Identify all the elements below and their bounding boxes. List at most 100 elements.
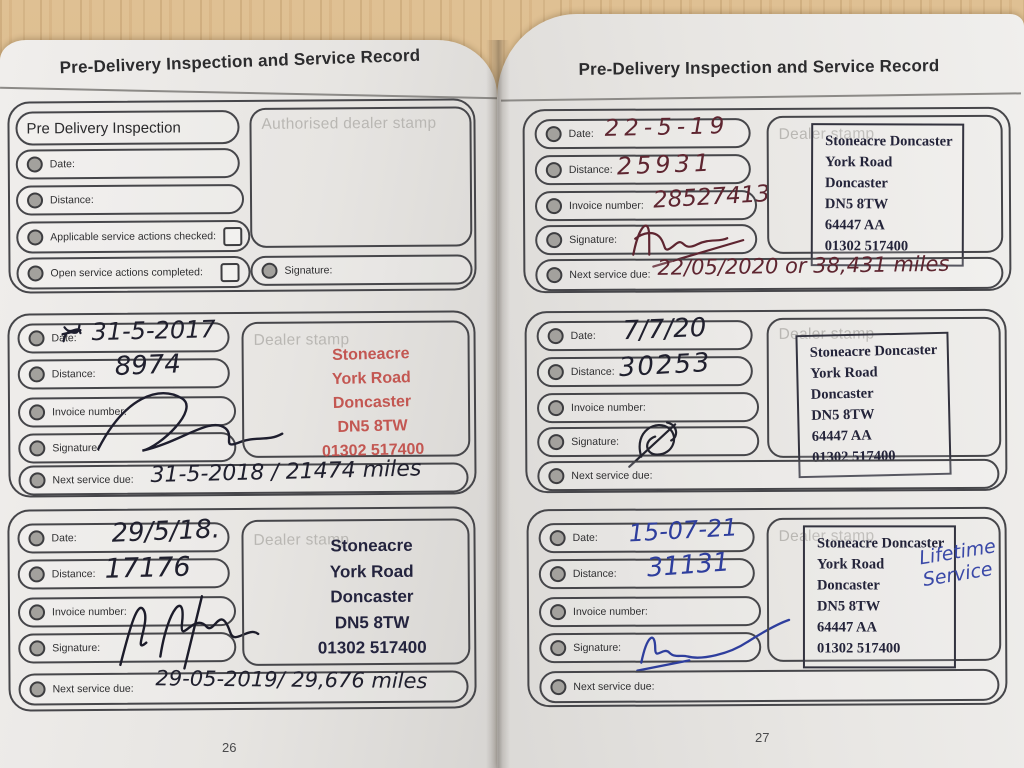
bullet-icon — [547, 364, 564, 381]
bullet-icon — [28, 404, 46, 421]
bullet-icon — [547, 400, 565, 417]
checked-label: Applicable service actions checked: — [50, 230, 217, 244]
service-record-box: Date: 22-5-19 Distance: 25931 Invoice nu… — [522, 106, 1012, 294]
bullet-icon — [548, 468, 565, 485]
next-service-label: Next service due: — [573, 680, 655, 694]
pdi-signature-field: Signature: — [250, 254, 473, 286]
completed-label: Open service actions completed: — [50, 266, 203, 280]
title-rule — [501, 92, 1021, 102]
bullet-icon — [549, 566, 566, 583]
bullet-icon — [27, 229, 44, 246]
dealer-stamp-area: Dealer stamp Stoneacre Doncaster York Ro… — [766, 516, 1002, 669]
next-service-field: Next service due: — [537, 458, 1000, 492]
next-service-label: Next service due: — [571, 469, 653, 483]
dealer-stamp-area: Dealer stamp Stoneacre York Road Doncast… — [241, 320, 471, 460]
page-number: 27 — [755, 730, 770, 745]
distance-value: 30253 — [618, 347, 713, 384]
scribbled-out-mark — [61, 324, 82, 343]
bullet-icon — [261, 262, 278, 279]
completed-checkbox — [220, 262, 240, 282]
signature-scribble — [636, 618, 791, 672]
dealer-stamp-area: Dealer stamp Stoneacre Doncaster York Ro… — [766, 114, 1004, 267]
bullet-icon — [29, 440, 46, 457]
page-title: Pre-Delivery Inspection and Service Reco… — [59, 45, 421, 78]
date-label: Date: — [568, 127, 594, 141]
bullet-icon — [29, 472, 46, 489]
date-label: Date: — [49, 158, 75, 171]
bullet-icon — [27, 265, 44, 282]
signature-scribble — [632, 224, 745, 268]
bullet-icon — [26, 156, 43, 173]
left-page: Pre-Delivery Inspection and Service Reco… — [0, 40, 497, 768]
bullet-icon — [28, 566, 45, 583]
date-value: 7/7/20 — [622, 312, 707, 347]
date-label: Date: — [570, 329, 596, 343]
signature-label: Signature: — [571, 435, 620, 449]
next-service-value: 29-05-2019/ 29,676 miles — [155, 666, 428, 694]
distance-value: 31131 — [645, 547, 731, 584]
date-value: 29/5/18. — [110, 514, 221, 549]
date-label: Date: — [51, 532, 77, 545]
signature-scribble — [97, 391, 284, 452]
right-page: Pre-Delivery Inspection and Service Reco… — [497, 14, 1024, 768]
page-title: Pre-Delivery Inspection and Service Reco… — [578, 56, 940, 79]
pdi-distance-field: Distance: — [15, 183, 245, 216]
service-record-box: Date: 7/7/20 Distance: 30253 Invoice num… — [524, 308, 1008, 494]
service-record-box: Date: 31-5-2017 Distance: 8974 Invoice n… — [7, 310, 477, 498]
bullet-icon — [548, 434, 565, 451]
signature-label: Signature: — [284, 264, 333, 277]
bullet-icon — [545, 198, 563, 215]
next-service-label: Next service due: — [52, 682, 134, 696]
bullet-icon — [549, 604, 567, 621]
bullet-icon — [545, 126, 562, 143]
signature-label: Signature: — [573, 641, 622, 655]
next-service-field: Next service due: — [539, 668, 1000, 704]
pdi-checked-field: Applicable service actions checked: — [16, 219, 251, 254]
dealer-stamp-area: Dealer stamp Stoneacre Doncaster York Ro… — [766, 316, 1002, 479]
distance-label: Distance: — [49, 194, 94, 207]
dealer-stamp-black: Stoneacre York Road Doncaster DN5 8TW 01… — [317, 535, 427, 658]
authorised-dealer-stamp-label: Authorised dealer stamp — [261, 114, 437, 133]
bullet-icon — [28, 604, 46, 621]
signature-label: Signature: — [52, 641, 101, 655]
bullet-icon — [28, 366, 45, 383]
service-record-box: Date: 29/5/18. Distance: 17176 Invoice n… — [7, 506, 477, 712]
date-value: 22-5-19 — [604, 113, 730, 142]
pdi-title-label: Pre Delivery Inspection — [26, 118, 181, 138]
distance-label: Distance: — [51, 568, 96, 581]
bullet-icon — [550, 679, 567, 696]
bullet-icon — [28, 530, 45, 547]
invoice-label: Invoice number: — [571, 401, 646, 415]
bullet-icon — [546, 267, 563, 284]
dealer-stamp-boxed: Stoneacre Doncaster York Road Doncaster … — [795, 331, 953, 479]
bullet-icon — [546, 232, 563, 249]
bullet-icon — [26, 192, 44, 209]
title-rule — [0, 86, 497, 100]
service-record-box: Date: 15-07-21 Distance: 31131 Invoice n… — [526, 506, 1008, 708]
dealer-stamp-boxed: Stoneacre Doncaster York Road Doncaster … — [810, 123, 965, 267]
signature-scribble — [119, 595, 260, 670]
pdi-box: Pre Delivery Inspection Date: Distance: … — [7, 98, 477, 294]
pdi-date-field: Date: — [15, 148, 240, 180]
distance-label: Distance: — [568, 163, 613, 177]
signature-scribble — [628, 421, 678, 468]
checked-checkbox — [222, 226, 243, 246]
bullet-icon — [550, 640, 567, 657]
dealer-stamp-area: Dealer stamp Stoneacre York Road Doncast… — [241, 518, 471, 666]
pdi-completed-field: Open service actions completed: — [16, 255, 251, 290]
dealer-stamp-red: Stoneacre York Road Doncaster DN5 8TW 01… — [321, 345, 425, 461]
date-value: 31-5-2017 — [91, 315, 217, 347]
page-number: 26 — [222, 740, 237, 755]
signature-label: Signature: — [569, 233, 618, 247]
next-service-label: Next service due: — [569, 268, 651, 282]
distance-label: Distance: — [572, 567, 617, 581]
date-label: Date: — [572, 531, 598, 545]
next-service-label: Next service due: — [52, 473, 134, 487]
next-service-value: 22/05/2020 or 38,431 miles — [657, 251, 950, 280]
distance-value: 25931 — [616, 148, 714, 181]
date-value: 15-07-21 — [627, 513, 739, 548]
bullet-icon — [28, 330, 45, 347]
bullet-icon — [29, 640, 46, 657]
pdi-title-field: Pre Delivery Inspection — [15, 110, 240, 146]
bullet-icon — [547, 328, 564, 345]
